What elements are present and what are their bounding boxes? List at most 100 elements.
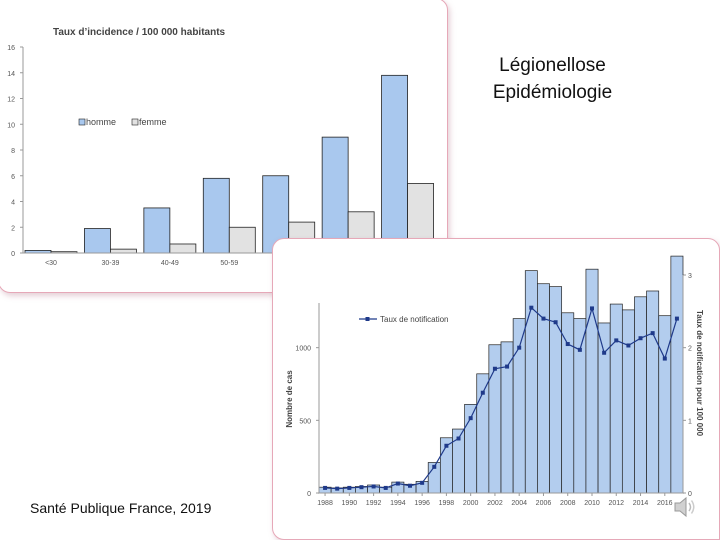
bar-cases-2013 bbox=[621, 309, 635, 494]
x-tick-label: 2006 bbox=[536, 500, 552, 507]
x-tick-label: 1996 bbox=[414, 500, 430, 507]
y-tick-label: 10 bbox=[7, 122, 15, 129]
rate-point-1988 bbox=[323, 485, 328, 490]
rate-point-1994 bbox=[395, 481, 400, 486]
rate-point-1991 bbox=[359, 485, 364, 490]
rate-point-2003 bbox=[505, 364, 510, 369]
rate-point-2001 bbox=[480, 390, 485, 395]
bar-cases-2004 bbox=[512, 318, 526, 494]
legend-label-femme: femme bbox=[139, 117, 167, 127]
legend-marker bbox=[365, 317, 370, 321]
x-tick-label: 2016 bbox=[657, 500, 673, 507]
x-tick-label: 1992 bbox=[366, 500, 382, 507]
rate-point-1992 bbox=[371, 484, 376, 489]
x-tick-label: 2014 bbox=[633, 500, 649, 507]
bar-homme-50-59 bbox=[202, 177, 230, 254]
chart-title: Taux d’incidence / 100 000 habitants bbox=[53, 27, 226, 38]
x-tick-label: 2004 bbox=[511, 500, 527, 507]
bar-femme-50-59 bbox=[228, 226, 256, 254]
rate-point-2011 bbox=[602, 350, 607, 355]
x-tick-label: 1998 bbox=[439, 500, 455, 507]
x-tick-label: 2002 bbox=[487, 500, 503, 507]
bar-cases-2016 bbox=[658, 315, 672, 494]
bar-cases-2008 bbox=[561, 312, 575, 494]
speaker-icon[interactable] bbox=[672, 494, 698, 520]
x-tick-label: 50-59 bbox=[220, 260, 238, 267]
bar-cases-2015 bbox=[646, 290, 660, 494]
slide-title-line2: Epidémiologie bbox=[492, 82, 613, 103]
x-tick-label: 2010 bbox=[584, 500, 600, 507]
bar-homme-40-49 bbox=[143, 207, 171, 254]
legend-label: Taux de notification bbox=[380, 315, 449, 324]
rate-point-1996 bbox=[420, 480, 425, 485]
rate-point-1995 bbox=[408, 483, 412, 488]
cases-trend-chart-card: 0 500 1000 0 1 2 3 1988 1990 1992 1994 1996 1998 20… bbox=[272, 238, 720, 540]
y-tick-label: 2 bbox=[11, 225, 15, 232]
y-tick-label: 16 bbox=[7, 45, 15, 52]
rate-point-2006 bbox=[541, 316, 546, 321]
bar-cases-2005 bbox=[524, 270, 538, 494]
bar-cases-2010 bbox=[585, 268, 599, 494]
bar-femme-40-49 bbox=[169, 243, 197, 254]
x-tick-label: 40-49 bbox=[161, 260, 179, 267]
y2-axis-title: Taux de notification pour 100 000 bbox=[695, 310, 704, 437]
legend-swatch-homme bbox=[78, 118, 86, 126]
y-axis-title: Nombre de cas bbox=[285, 370, 294, 428]
rate-point-2009 bbox=[577, 347, 582, 352]
y2-tick-label: 0 bbox=[688, 491, 692, 498]
incidence-by-age-chart-card: Taux d’incidence / 100 000 habitants 0 2 4… bbox=[0, 0, 448, 293]
rate-point-2010 bbox=[590, 306, 594, 311]
legend: homme femme bbox=[78, 117, 167, 127]
bar-homme-30-39 bbox=[84, 228, 111, 254]
bar-cases-2014 bbox=[634, 296, 647, 494]
bar-cases-2017 bbox=[670, 255, 684, 494]
rate-point-2000 bbox=[468, 416, 473, 421]
rate-point-1990 bbox=[347, 485, 352, 490]
rate-point-2014 bbox=[638, 336, 643, 341]
y-tick-label: 6 bbox=[11, 174, 15, 181]
y-tick-label: 8 bbox=[11, 148, 15, 155]
notification-rate-line bbox=[325, 306, 678, 490]
rate-point-2007 bbox=[553, 320, 558, 325]
rate-point-2016 bbox=[662, 356, 667, 361]
rate-point-2017 bbox=[674, 316, 679, 321]
rate-point-1989 bbox=[335, 486, 340, 491]
y-tick-label: 0 bbox=[307, 491, 311, 498]
rate-point-2013 bbox=[626, 343, 631, 348]
bar-homme->=80 bbox=[381, 74, 408, 254]
bar-cases-2007 bbox=[549, 286, 563, 494]
y2-tick-label: 2 bbox=[688, 346, 692, 353]
bar-femme-30-39 bbox=[110, 248, 137, 254]
y2-tick-label: 3 bbox=[688, 273, 692, 280]
rate-point-2002 bbox=[492, 366, 497, 371]
x-tick-label: 1990 bbox=[342, 500, 358, 507]
rate-point-1997 bbox=[432, 464, 437, 469]
x-tick-label: <30 bbox=[45, 260, 57, 267]
rate-point-1993 bbox=[383, 485, 388, 490]
x-tick-label: 2000 bbox=[463, 500, 479, 507]
bar-cases-2003 bbox=[500, 341, 514, 494]
incidence-by-age-chart: Taux d’incidence / 100 000 habitants 0 2 4… bbox=[7, 27, 439, 267]
y2-tick-label: 1 bbox=[688, 418, 692, 425]
x-tick-label: 1988 bbox=[317, 500, 333, 507]
rate-point-2005 bbox=[529, 305, 534, 310]
rate-point-2015 bbox=[650, 331, 655, 336]
y-tick-label: 12 bbox=[7, 97, 15, 104]
rate-point-2004 bbox=[517, 345, 522, 350]
legend-label-homme: homme bbox=[86, 117, 116, 127]
cases-trend-chart: 0 500 1000 0 1 2 3 1988 1990 1992 1994 1996 1998 20… bbox=[285, 255, 704, 507]
y-tick-label: 0 bbox=[11, 251, 15, 258]
y-tick-label: 14 bbox=[7, 71, 15, 78]
y-tick-label: 4 bbox=[11, 200, 15, 207]
slide-title: Légionellose Epidémiologie bbox=[460, 52, 645, 106]
x-tick-label: 2012 bbox=[608, 500, 624, 507]
x-tick-label: 1994 bbox=[390, 500, 406, 507]
x-tick-label: 30-39 bbox=[101, 260, 119, 267]
rate-point-2008 bbox=[565, 342, 570, 347]
legend: Taux de notification bbox=[359, 315, 449, 324]
bar-homme-70-79 bbox=[321, 136, 349, 254]
slide-title-line1: Légionellose bbox=[499, 55, 606, 76]
source-footer: Santé Publique France, 2019 bbox=[30, 500, 212, 516]
rate-point-1999 bbox=[456, 436, 461, 441]
bar-cases-2012 bbox=[609, 303, 623, 494]
